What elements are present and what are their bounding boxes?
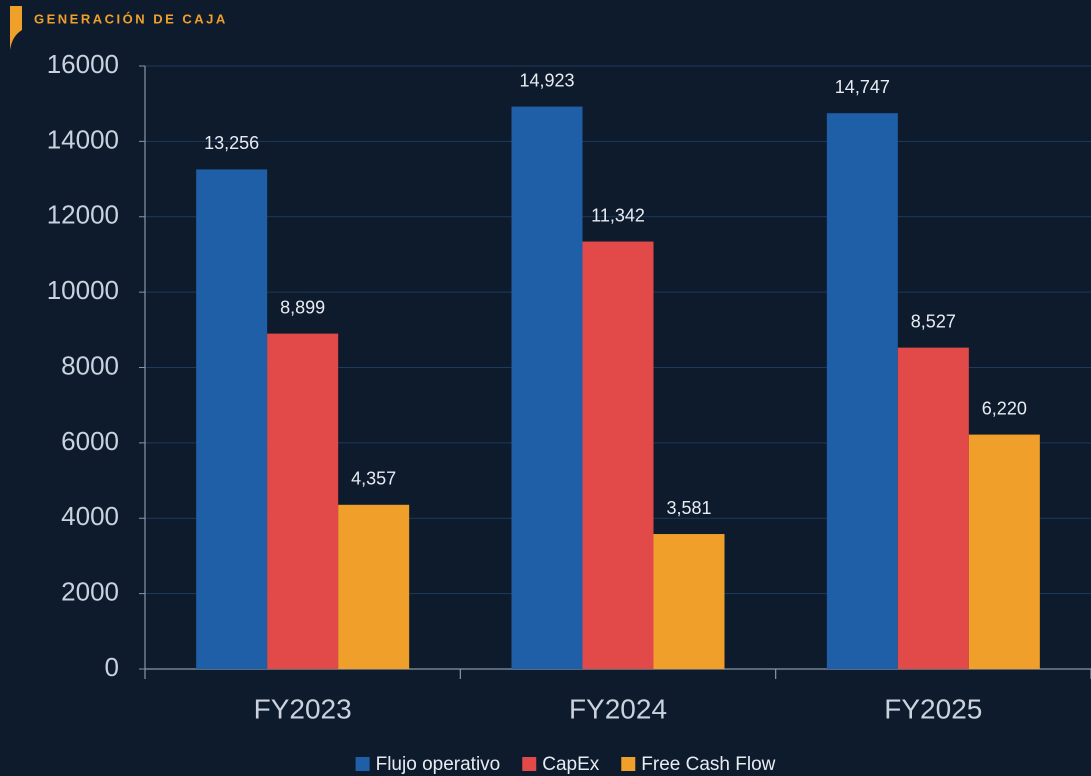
bar <box>968 434 1040 669</box>
bar <box>196 169 268 670</box>
value-label: 8,527 <box>911 311 956 331</box>
y-tick-label: 4000 <box>61 501 119 531</box>
title-accent <box>10 6 22 50</box>
legend-swatch <box>522 757 537 771</box>
bar <box>826 113 898 670</box>
y-tick-label: 10000 <box>47 275 119 305</box>
value-label: 14,923 <box>519 70 574 90</box>
y-tick-label: 8000 <box>61 350 119 380</box>
legend-swatch <box>355 757 370 771</box>
y-tick-label: 16000 <box>47 49 119 79</box>
y-tick-label: 2000 <box>61 577 119 607</box>
x-tick-label: FY2025 <box>884 693 982 724</box>
x-tick-label: FY2023 <box>254 693 352 724</box>
y-tick-label: 0 <box>105 652 119 682</box>
bar <box>897 347 969 669</box>
y-tick-label: 12000 <box>47 200 119 230</box>
legend-label: Free Cash Flow <box>641 754 775 775</box>
legend-label: CapEx <box>542 754 600 775</box>
y-tick-label: 6000 <box>61 426 119 456</box>
bar <box>338 504 410 669</box>
value-label: 6,220 <box>982 398 1027 418</box>
legend-label: Flujo operativo <box>376 754 501 775</box>
bar <box>267 333 339 669</box>
x-tick-label: FY2024 <box>569 693 667 724</box>
value-label: 14,747 <box>835 77 890 97</box>
legend-swatch <box>621 757 636 771</box>
chart-title: GENERACIÓN DE CAJA <box>34 11 228 26</box>
bar <box>653 534 725 669</box>
bar <box>582 241 654 669</box>
value-label: 8,899 <box>280 297 325 317</box>
value-label: 11,342 <box>591 205 645 225</box>
value-label: 13,256 <box>204 133 259 153</box>
value-label: 4,357 <box>351 469 396 489</box>
y-tick-label: 14000 <box>47 124 119 154</box>
value-label: 3,581 <box>666 498 711 518</box>
bar <box>511 106 583 670</box>
